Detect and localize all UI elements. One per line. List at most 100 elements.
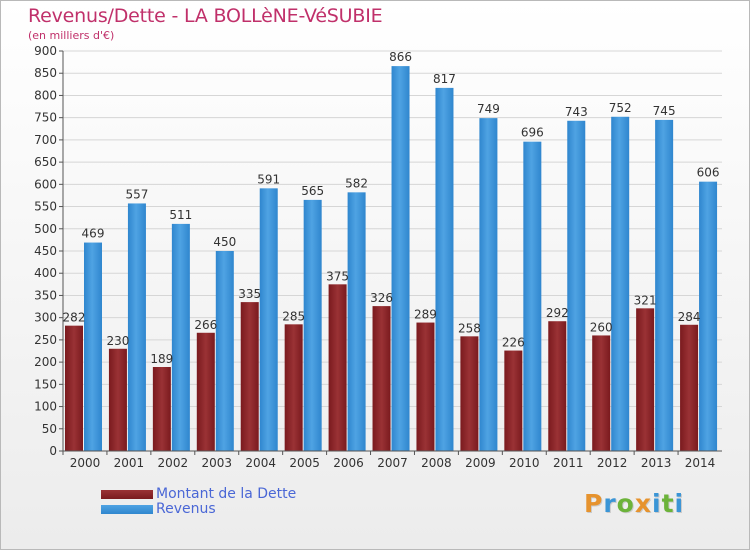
logo-letter-6: i [674,489,685,518]
x-tick-label-2011: 2011 [553,456,584,470]
y-tick-label-550: 550 [34,200,57,214]
bar-debt-2004 [240,302,259,451]
chart-title: Revenus/Dette - LA BOLLèNE-VéSUBIE [28,5,383,27]
y-tick-label-350: 350 [34,288,57,302]
bar-revenue-2011 [567,120,586,452]
data-label-debt-2009: 258 [458,321,481,335]
y-tick-label-800: 800 [34,88,57,102]
logo-letter-3: x [634,489,652,518]
data-label-debt-2005: 285 [282,309,305,323]
bar-debt-2008 [416,322,435,451]
y-tick-label-700: 700 [34,133,57,147]
legend-swatch-debt [101,490,153,499]
data-label-revenue-2008: 817 [433,72,456,86]
y-tick-label-750: 750 [34,111,57,125]
logo-letter-4: i [652,489,662,518]
data-labels: 282 469 230 557 189 511 266 450 335 591 285 565 375 5… [63,50,720,366]
bar-revenue-2013 [655,119,674,451]
data-label-debt-2007: 326 [370,291,393,305]
bar-revenue-2012 [611,116,630,452]
bar-debt-2013 [636,308,655,451]
proxiti-logo: Proxiti [584,489,684,518]
data-label-debt-2004: 335 [238,287,261,301]
bar-debt-2011 [548,321,567,451]
x-tick-label-2007: 2007 [377,456,408,470]
data-label-revenue-2007: 866 [389,50,412,64]
bar-revenue-2010 [523,141,542,451]
x-tick-label-2009: 2009 [465,456,496,470]
bar-debt-2000 [65,325,83,451]
data-label-debt-2001: 230 [106,334,129,348]
bar-debt-2010 [504,350,523,451]
data-label-revenue-2012: 752 [609,101,632,115]
bar-debt-2012 [592,335,611,451]
data-label-debt-2010: 226 [502,336,525,350]
logo-letter-2: o [616,489,635,518]
bar-revenue-2007 [391,66,410,451]
bar-revenue-2008 [435,87,454,451]
y-tick-label-200: 200 [34,355,57,369]
y-tick-label-850: 850 [34,66,57,80]
x-tick-label-2006: 2006 [333,456,364,470]
y-tick-label-100: 100 [34,400,57,414]
bar-revenue-2001 [127,203,146,451]
logo-letter-5: t [661,489,675,518]
bar-revenue-2004 [259,188,278,452]
x-tick-label-2005: 2005 [289,456,320,470]
bar-revenue-2002 [171,223,190,451]
y-tick-label-0: 0 [49,444,57,458]
axes: 0 50 100 150 200 250 300 350 400 450 500 550 600 650 7… [34,44,722,470]
bar-debt-2009 [460,336,479,451]
bar-debt-2006 [328,284,347,451]
y-tick-label-400: 400 [34,266,57,280]
legend-swatch-revenue [101,505,153,514]
x-tick-label-2014: 2014 [685,456,716,470]
y-tick-label-300: 300 [34,311,57,325]
data-label-debt-2013: 321 [634,293,657,307]
y-tick-label-450: 450 [34,244,57,258]
legend-label-debt: Montant de la Dette [156,486,297,502]
bar-debt-2007 [372,306,391,451]
x-tick-label-2012: 2012 [597,456,628,470]
y-tick-label-500: 500 [34,222,57,236]
bar-debt-2014 [680,324,699,451]
bar-debt-2002 [152,367,171,451]
y-tick-label-150: 150 [34,377,57,391]
data-label-debt-2003: 266 [194,318,217,332]
data-label-debt-2008: 289 [414,308,437,322]
x-tick-label-2001: 2001 [114,456,145,470]
data-label-revenue-2005: 565 [301,184,324,198]
data-label-debt-2014: 284 [678,310,701,324]
bar-debt-2003 [196,332,215,451]
y-tick-label-650: 650 [34,155,57,169]
bars [65,66,718,452]
data-label-revenue-2011: 743 [565,105,588,119]
logo-letter-0: P [584,489,604,518]
bar-revenue-2006 [347,192,366,452]
x-tick-label-2004: 2004 [245,456,276,470]
bar-revenue-2014 [699,181,718,451]
x-tick-label-2010: 2010 [509,456,540,470]
y-tick-label-900: 900 [34,44,57,58]
data-label-revenue-2003: 450 [213,235,236,249]
y-tick-label-600: 600 [34,177,57,191]
data-label-revenue-2009: 749 [477,102,500,116]
data-label-revenue-2000: 469 [82,227,105,241]
data-label-debt-2000: 282 [63,311,86,325]
x-tick-label-2013: 2013 [641,456,672,470]
data-label-debt-2012: 260 [590,320,613,334]
data-label-revenue-2004: 591 [257,172,280,186]
x-tick-label-2003: 2003 [201,456,232,470]
data-label-revenue-2010: 696 [521,126,544,140]
bar-revenue-2000 [84,242,102,451]
bar-debt-2001 [108,348,127,451]
y-tick-label-250: 250 [34,333,57,347]
data-label-revenue-2006: 582 [345,176,368,190]
data-label-revenue-2014: 606 [697,166,720,180]
data-label-revenue-2002: 511 [169,208,192,222]
bar-debt-2005 [284,324,303,451]
data-label-revenue-2001: 557 [125,187,148,201]
x-tick-label-2000: 2000 [70,456,101,470]
